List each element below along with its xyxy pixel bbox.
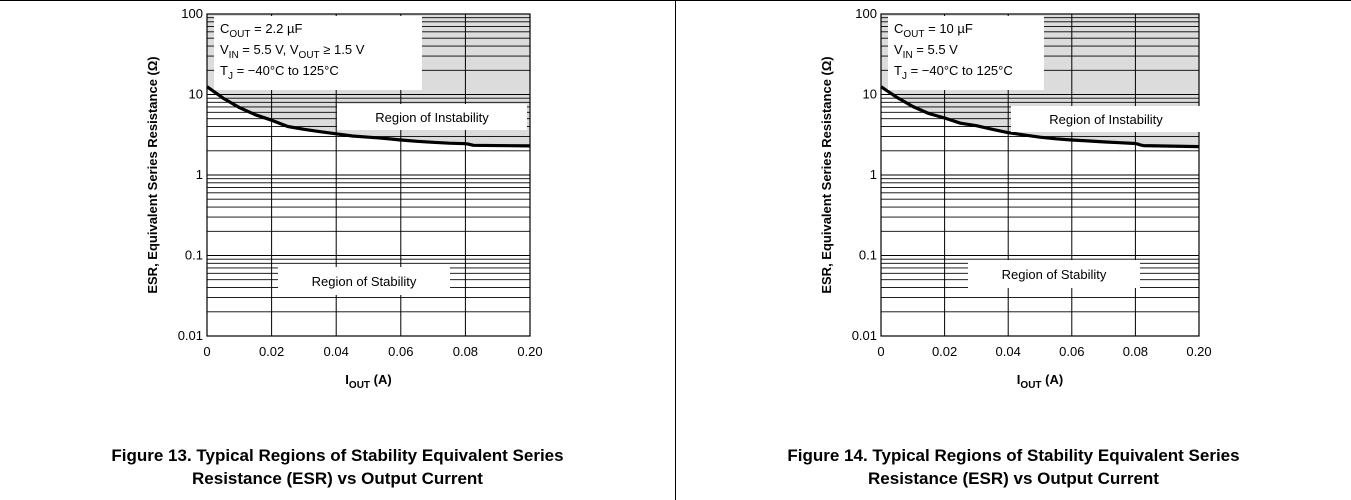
chart-1-stability-label-box: [968, 260, 1140, 288]
chart-1-instability-label: Region of Instability: [1049, 112, 1163, 127]
chart-0-condition-2-value: = −40°C to 125°C: [233, 63, 339, 78]
chart-0-esr-boundary-line: [206, 85, 531, 148]
chart-0-condition-0-sub: OUT: [229, 29, 250, 40]
chart-0-x-tick-label: 0.06: [388, 344, 413, 359]
chart-0-condition-2: TJ = −40°C to 125°C: [220, 63, 339, 82]
chart-1-x-axis-label: IOUT (A): [1017, 372, 1063, 391]
chart-0-condition-1-sub: IN: [229, 50, 239, 61]
chart-0-condition-2-sub: J: [228, 71, 233, 82]
chart-0-y-axis-label: ESR, Equivalent Series Resistance (Ω): [145, 56, 160, 293]
chart-1-x-tick-label: 0.02: [932, 344, 957, 359]
chart-1-condition-2: TJ = −40°C to 125°C: [894, 63, 1013, 82]
chart-0-instability-label-box: [337, 104, 527, 130]
chart-0-plot-frame: [206, 13, 531, 337]
chart-1-y-tick-label: 10: [863, 87, 877, 102]
chart-1-condition-0-value: = 10 µF: [925, 21, 973, 36]
chart-0-x-tick-label: 0.08: [453, 344, 478, 359]
chart-1-condition-0-symbol: C: [894, 21, 903, 36]
chart-1-x-axis-label-symbol: I: [1017, 372, 1021, 387]
chart-1-x-tick-label: 0.08: [1123, 344, 1148, 359]
chart-0-x-axis-label-unit: (A): [370, 372, 392, 387]
chart-1-plot-frame: [880, 13, 1200, 337]
chart-0-condition-1-value: = 5.5 V, V: [239, 42, 299, 57]
chart-0-x-tick-label: 0: [203, 344, 210, 359]
chart-1-x-tick-label: 0.20: [1186, 344, 1211, 359]
chart-0-x-axis-label-symbol: I: [345, 372, 349, 387]
chart-0-y-tick-label: 0.1: [185, 248, 203, 263]
chart-0-y-tick-label: 100: [181, 6, 203, 21]
chart-1-x-tick-label: 0.06: [1059, 344, 1084, 359]
chart-1-condition-0-sub: OUT: [903, 29, 924, 40]
chart-0-condition-0-symbol: C: [220, 21, 229, 36]
chart-0-condition-0-value: = 2.2 µF: [251, 21, 303, 36]
chart-1-esr-boundary-line: [880, 85, 1200, 149]
chart-1-condition-1: VIN = 5.5 V: [894, 42, 958, 61]
chart-1-stability-label: Region of Stability: [1002, 267, 1107, 282]
chart-1-x-tick-label: 0.04: [996, 344, 1021, 359]
chart-0-condition-2-symbol: T: [220, 63, 228, 78]
chart-1-condition-2-value: = −40°C to 125°C: [907, 63, 1013, 78]
chart-1-y-tick-label: 100: [855, 6, 877, 21]
chart-0-x-axis-label: IOUT (A): [345, 372, 391, 391]
chart-0-x-axis-label-sub: OUT: [349, 380, 370, 391]
chart-0-stability-label-box: [278, 267, 450, 295]
chart-0-condition-0: COUT = 2.2 µF: [220, 21, 302, 40]
chart-1-x-tick-label: 0: [877, 344, 884, 359]
chart-1-condition-0: COUT = 10 µF: [894, 21, 973, 40]
chart-1-y-tick-label: 0.1: [859, 248, 877, 263]
figure-13-panel: COUT = 2.2 µF VIN = 5.5 V, VOUT ≥ 1.5 V TJ…: [0, 0, 676, 500]
chart-0-condition-1-value2: ≥ 1.5 V: [320, 42, 365, 57]
chart-1-y-axis-label: ESR, Equivalent Series Resistance (Ω): [819, 56, 834, 293]
chart-1-condition-1-symbol: V: [894, 42, 903, 57]
figure-13-caption-line2: Resistance (ESR) vs Output Current: [192, 469, 483, 488]
chart-1-x-axis-label-unit: (A): [1042, 372, 1064, 387]
chart-0-x-tick-label: 0.04: [324, 344, 349, 359]
figure-14-caption-line2: Resistance (ESR) vs Output Current: [868, 469, 1159, 488]
chart-0-x-tick-label: 0.20: [517, 344, 542, 359]
chart-1-condition-1-value: = 5.5 V: [913, 42, 958, 57]
chart-1-condition-1-sub: IN: [903, 50, 913, 61]
figure-14-panel: COUT = 10 µF VIN = 5.5 V TJ = −40°C to 125…: [676, 0, 1351, 500]
figure-14-caption-line1: Figure 14. Typical Regions of Stability …: [787, 446, 1240, 465]
chart-1-condition-2-sub: J: [902, 71, 907, 82]
chart-0-stability-label: Region of Stability: [312, 274, 417, 289]
chart-1-condition-2-symbol: T: [894, 63, 902, 78]
chart-0-y-tick-label: 0.01: [178, 328, 203, 343]
chart-0-condition-1-sub2: OUT: [299, 50, 320, 61]
figure-14-caption: Figure 14. Typical Regions of Stability …: [676, 444, 1351, 490]
chart-0-y-tick-label: 1: [196, 167, 203, 182]
chart-0-x-tick-label: 0.02: [259, 344, 284, 359]
chart-0-conditions-box: [214, 16, 422, 90]
chart-1-conditions-box: [888, 16, 1044, 90]
chart-0-condition-1: VIN = 5.5 V, VOUT ≥ 1.5 V: [220, 42, 365, 61]
chart-0-condition-1-symbol: V: [220, 42, 229, 57]
chart-1-x-axis-label-sub: OUT: [1020, 380, 1041, 391]
chart-0-y-tick-label: 10: [189, 87, 203, 102]
chart-1-y-tick-label: 0.01: [852, 328, 877, 343]
chart-1-y-tick-label: 1: [870, 167, 877, 182]
figure-13-caption-line1: Figure 13. Typical Regions of Stability …: [111, 446, 564, 465]
figure-13-caption: Figure 13. Typical Regions of Stability …: [0, 444, 675, 490]
chart-0-instability-label: Region of Instability: [375, 110, 489, 125]
chart-1-instability-label-box: [1011, 106, 1201, 132]
